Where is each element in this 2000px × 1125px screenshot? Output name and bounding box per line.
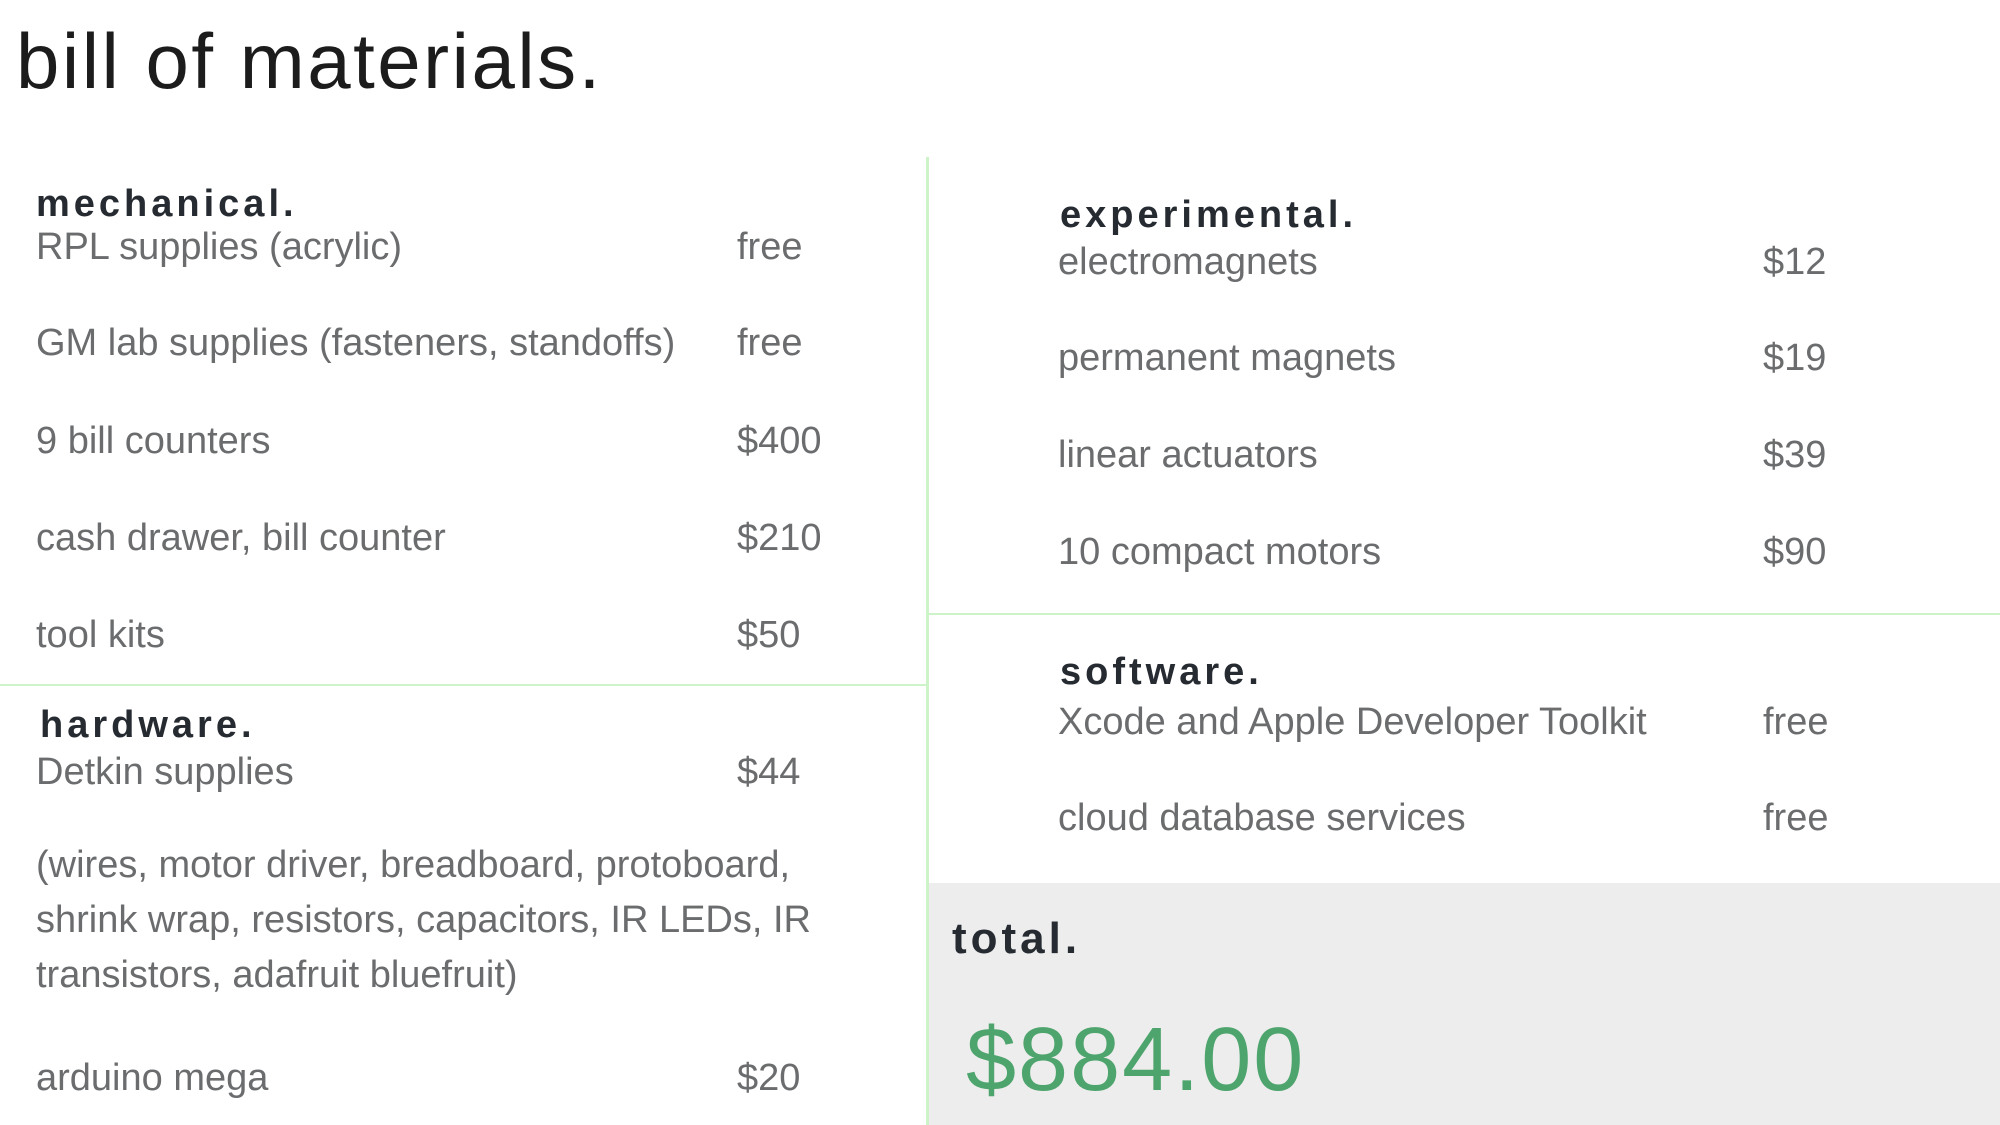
item-price: $50: [737, 614, 801, 656]
item-price: $90: [1763, 531, 1827, 573]
table-row: 9 bill counters $400: [0, 418, 2000, 464]
hardware-note-line: shrink wrap, resistors, capacitors, IR L…: [36, 899, 811, 941]
table-row: cash drawer, bill counter $210: [0, 515, 2000, 561]
hardware-note-line: (wires, motor driver, breadboard, protob…: [36, 844, 791, 886]
section-header-experimental: experimental.: [1060, 194, 1357, 236]
item-price: free: [1763, 701, 1829, 743]
item-name: electromagnets: [1058, 241, 1318, 283]
item-price: free: [1763, 797, 1829, 839]
item-price: $210: [737, 517, 822, 559]
item-name: cash drawer, bill counter: [36, 517, 446, 559]
item-price: $19: [1763, 337, 1827, 379]
table-row: permanent magnets $19: [0, 335, 2000, 381]
item-name: RPL supplies (acrylic): [36, 226, 403, 268]
item-price: $20: [737, 1057, 801, 1099]
experimental-software-divider: [929, 613, 2000, 615]
table-row: Xcode and Apple Developer Toolkit free: [0, 699, 2000, 745]
item-name: 10 compact motors: [1058, 531, 1382, 573]
item-name: GM lab supplies (fasteners, standoffs): [36, 322, 676, 364]
column-divider: [926, 157, 929, 1125]
total-section: total. $884.00: [929, 883, 2000, 1125]
item-name: arduino mega: [36, 1057, 269, 1099]
section-header-software: software.: [1060, 651, 1263, 693]
item-name: Detkin supplies: [36, 751, 294, 793]
item-price: free: [737, 322, 803, 364]
total-label: total.: [952, 914, 1082, 963]
item-name: 9 bill counters: [36, 420, 271, 462]
item-name: Xcode and Apple Developer Toolkit: [1058, 701, 1647, 743]
section-header-hardware: hardware.: [40, 704, 256, 746]
table-row: tool kits $50: [0, 612, 2000, 658]
page-title: bill of materials.: [16, 17, 603, 105]
hardware-note: (wires, motor driver, breadboard, protob…: [36, 838, 811, 1003]
total-amount: $884.00: [966, 1010, 1306, 1110]
table-row: RPL supplies (acrylic) free: [0, 224, 2000, 270]
hardware-note-line: transistors, adafruit bluefruit): [36, 954, 518, 996]
section-header-mechanical: mechanical.: [36, 183, 298, 225]
item-price: free: [737, 226, 803, 268]
item-price: $39: [1763, 434, 1827, 476]
item-price: $44: [737, 751, 801, 793]
mechanical-hardware-divider: [0, 684, 926, 686]
table-row: electromagnets $12: [0, 239, 2000, 285]
item-name: tool kits: [36, 614, 165, 656]
item-price: $400: [737, 420, 822, 462]
table-row: cloud database services free: [0, 795, 2000, 841]
table-row: linear actuators $39: [0, 432, 2000, 478]
item-price: $12: [1763, 241, 1827, 283]
item-name: permanent magnets: [1058, 337, 1396, 379]
table-row: arduino mega $20: [0, 1055, 2000, 1101]
item-name: linear actuators: [1058, 434, 1318, 476]
table-row: GM lab supplies (fasteners, standoffs) f…: [0, 320, 2000, 366]
table-row: Detkin supplies $44: [0, 749, 2000, 795]
table-row: 10 compact motors $90: [0, 529, 2000, 575]
item-name: cloud database services: [1058, 797, 1466, 839]
